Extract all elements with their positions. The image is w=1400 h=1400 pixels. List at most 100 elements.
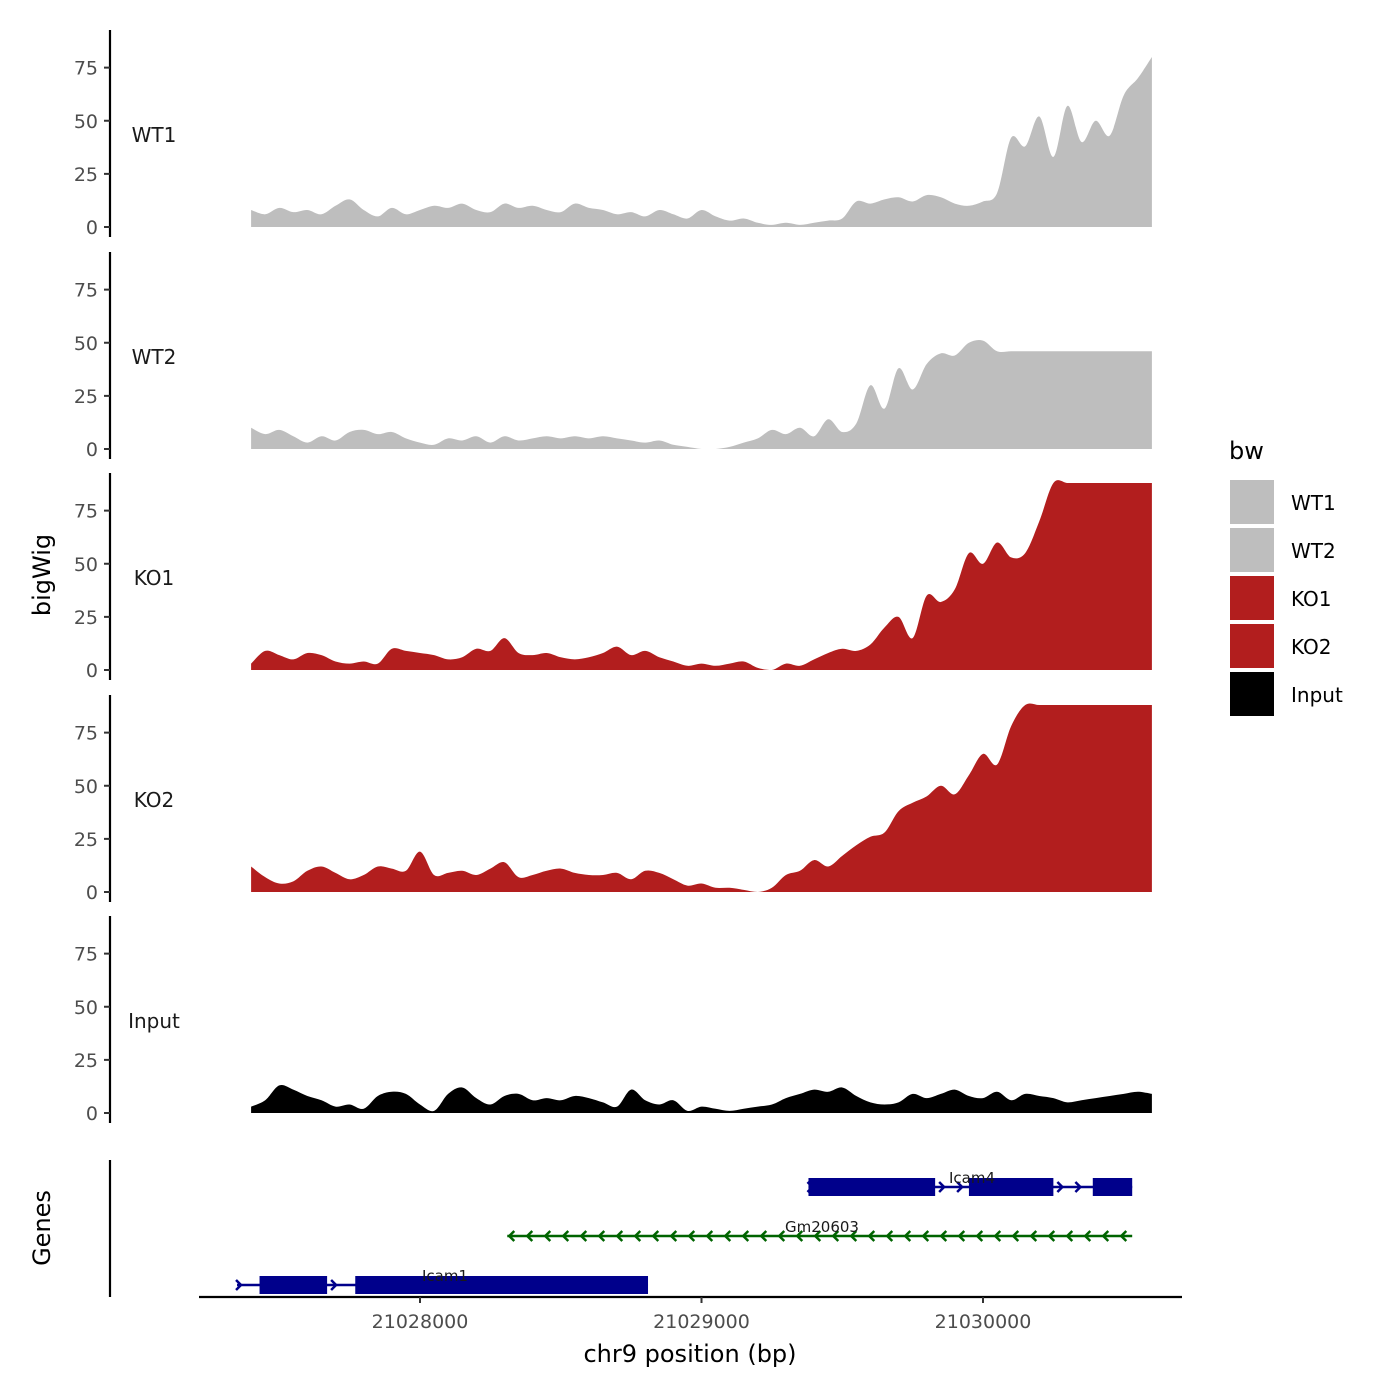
strand-arrow bbox=[579, 1230, 588, 1242]
strand-arrow bbox=[813, 1230, 822, 1242]
track-label: KO2 bbox=[134, 788, 175, 812]
strand-arrow bbox=[651, 1230, 660, 1242]
strand-arrow bbox=[1083, 1230, 1092, 1242]
strand-arrow bbox=[615, 1230, 624, 1242]
track-label: Input bbox=[128, 1009, 180, 1033]
track-label: WT1 bbox=[132, 123, 177, 147]
gene-label: Icam1 bbox=[422, 1267, 468, 1285]
legend-swatch-ko2 bbox=[1230, 624, 1274, 668]
exon-block bbox=[1092, 1178, 1133, 1196]
legend-label-input: Input bbox=[1291, 683, 1343, 707]
strand-arrow bbox=[885, 1230, 894, 1242]
y-tick-label: 25 bbox=[74, 829, 98, 851]
y-tick-label: 50 bbox=[74, 554, 98, 576]
legend-title: bw bbox=[1229, 437, 1264, 465]
y-tick-label: 50 bbox=[74, 997, 98, 1019]
y-tick-label: 50 bbox=[74, 111, 98, 133]
y-tick-label: 75 bbox=[74, 58, 98, 80]
strand-arrow bbox=[1011, 1230, 1020, 1242]
x-tick-label: 21029000 bbox=[653, 1311, 750, 1333]
y-tick-label: 0 bbox=[86, 882, 98, 904]
coverage-area-input bbox=[251, 1084, 1152, 1113]
track-wt1: 0 25 50 75 WT1 bbox=[74, 30, 1152, 239]
strand-arrow bbox=[1029, 1230, 1038, 1242]
strand-arrow bbox=[957, 1230, 966, 1242]
strand-arrow bbox=[1119, 1230, 1128, 1242]
strand-arrow bbox=[1056, 1181, 1065, 1193]
track-ko1: 0 25 50 75 KO1 bbox=[74, 473, 1152, 682]
exon-block bbox=[808, 1178, 936, 1196]
strand-arrow bbox=[849, 1230, 858, 1242]
strand-arrow bbox=[777, 1230, 786, 1242]
legend-swatch-wt2 bbox=[1230, 528, 1274, 572]
legend-swatch-ko1 bbox=[1230, 576, 1274, 620]
y-tick-label: 0 bbox=[86, 439, 98, 461]
y-tick-label: 25 bbox=[74, 386, 98, 408]
strand-arrow bbox=[669, 1230, 678, 1242]
legend-label-ko2: KO2 bbox=[1291, 635, 1332, 659]
y-tick-label: 25 bbox=[74, 1050, 98, 1072]
strand-arrow bbox=[1101, 1230, 1110, 1242]
strand-arrow bbox=[975, 1230, 984, 1242]
exon-block bbox=[968, 1178, 1054, 1196]
strand-arrow bbox=[687, 1230, 696, 1242]
strand-arrow bbox=[507, 1230, 516, 1242]
y-tick-label: 50 bbox=[74, 333, 98, 355]
y-axis-title: bigWig bbox=[28, 534, 56, 616]
y-tick-label: 75 bbox=[74, 280, 98, 302]
strand-arrow bbox=[330, 1279, 338, 1291]
legend-label-wt1: WT1 bbox=[1291, 491, 1336, 515]
gene-annotation-track: Icam4 Gm20603 Icam1 bbox=[108, 1160, 1133, 1297]
strand-arrow bbox=[921, 1230, 930, 1242]
strand-arrow bbox=[633, 1230, 642, 1242]
coverage-area-wt1 bbox=[251, 57, 1152, 227]
y-tick-label: 25 bbox=[74, 164, 98, 186]
legend-swatch-input bbox=[1230, 672, 1274, 716]
strand-arrow bbox=[867, 1230, 876, 1242]
gene-label: Icam4 bbox=[949, 1169, 995, 1187]
track-label: KO1 bbox=[134, 566, 175, 590]
coverage-area-ko2 bbox=[251, 703, 1152, 892]
strand-arrow bbox=[597, 1230, 606, 1242]
strand-arrow bbox=[903, 1230, 912, 1242]
x-tick-label: 21028000 bbox=[372, 1311, 469, 1333]
legend: bw WT1 WT2 KO1 KO2 Input bbox=[1229, 437, 1343, 716]
x-tick-label: 21030000 bbox=[935, 1311, 1032, 1333]
y-tick-label: 0 bbox=[86, 660, 98, 682]
strand-arrow bbox=[525, 1230, 534, 1242]
y-tick-label: 75 bbox=[74, 501, 98, 523]
gene-gm20603: Gm20603 bbox=[507, 1218, 1133, 1242]
legend-swatch-wt1 bbox=[1230, 480, 1274, 524]
y-tick-label: 50 bbox=[74, 776, 98, 798]
signal-tracks: 0 25 50 75 WT1 0 25 50 75 WT2 0 25 50 75 KO1 0 25 50 75 KO2… bbox=[74, 30, 1152, 1125]
strand-arrow bbox=[939, 1230, 948, 1242]
strand-arrow bbox=[795, 1230, 804, 1242]
strand-arrow bbox=[723, 1230, 732, 1242]
strand-arrow bbox=[993, 1230, 1002, 1242]
y-tick-label: 25 bbox=[74, 607, 98, 629]
exon-block bbox=[259, 1276, 328, 1294]
track-input: 0 25 50 75 Input bbox=[74, 916, 1152, 1125]
gene-label: Gm20603 bbox=[785, 1218, 859, 1236]
exon-block bbox=[355, 1276, 649, 1294]
coverage-area-ko1 bbox=[251, 480, 1152, 670]
strand-arrow bbox=[561, 1230, 570, 1242]
strand-arrow bbox=[235, 1279, 243, 1291]
gene-icam4: Icam4 bbox=[806, 1169, 1133, 1196]
strand-arrow bbox=[1065, 1230, 1074, 1242]
strand-arrow bbox=[1047, 1230, 1056, 1242]
strand-arrow bbox=[741, 1230, 750, 1242]
y-tick-label: 0 bbox=[86, 1103, 98, 1125]
strand-arrow bbox=[705, 1230, 714, 1242]
strand-arrow bbox=[1074, 1181, 1083, 1193]
genes-axis-title: Genes bbox=[28, 1190, 56, 1266]
track-wt2: 0 25 50 75 WT2 bbox=[74, 252, 1152, 461]
y-tick-label: 75 bbox=[74, 944, 98, 966]
strand-arrow bbox=[938, 1181, 946, 1193]
track-label: WT2 bbox=[132, 345, 177, 369]
x-axis-title: chr9 position (bp) bbox=[583, 1340, 796, 1368]
gene-icam1: Icam1 bbox=[235, 1267, 649, 1294]
legend-label-ko1: KO1 bbox=[1291, 587, 1332, 611]
coverage-area-wt2 bbox=[251, 339, 1152, 449]
